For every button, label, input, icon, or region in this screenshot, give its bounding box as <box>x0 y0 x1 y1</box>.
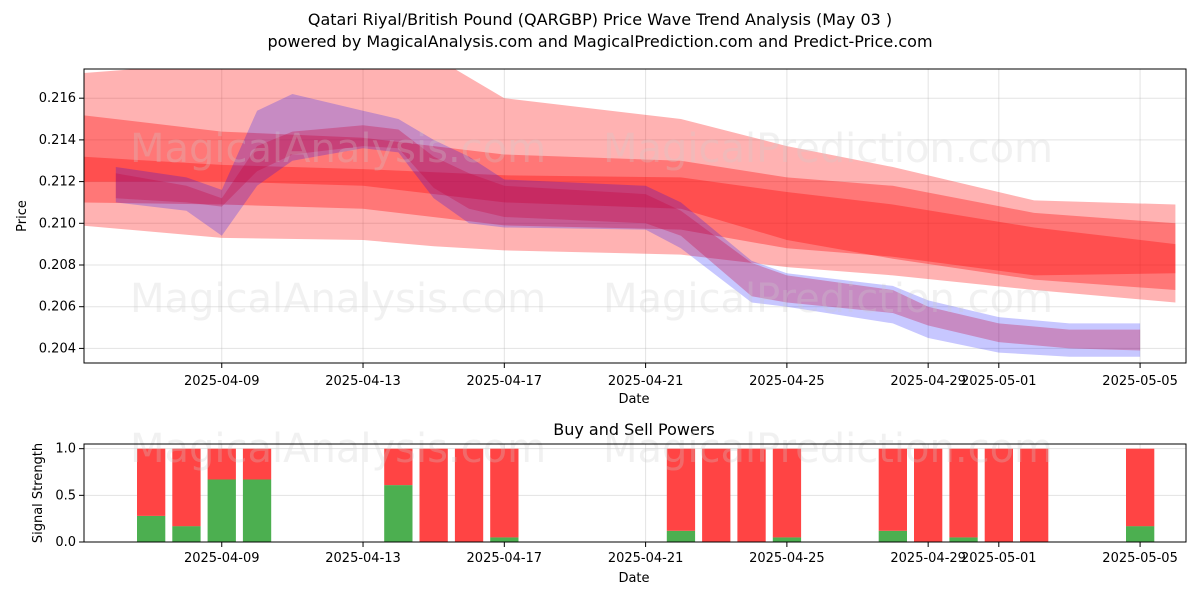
price-x-tick-label: 2025-04-29 <box>890 374 966 389</box>
signal-x-tick-label: 2025-05-01 <box>961 551 1037 566</box>
sell-power-bar <box>737 448 766 542</box>
signal-y-tick-label: 0.5 <box>55 488 76 503</box>
sell-power-bar <box>419 448 448 542</box>
signal-x-tick-label: 2025-04-29 <box>890 551 966 566</box>
signal-axes-frame <box>83 443 1187 543</box>
buy-power-bar <box>490 537 519 542</box>
red-price-band <box>84 69 1176 303</box>
sell-power-bar <box>1020 448 1049 542</box>
signal-x-ticks: 2025-04-09 2025-04-13 2025-04-17 2025-04-21… <box>184 542 1178 566</box>
signal-y-ticks: 0.0 0.5 1.0 <box>55 442 84 550</box>
sell-power-bar <box>454 448 484 542</box>
price-y-axis-label: Price <box>15 200 30 232</box>
sell-power-bar <box>207 448 236 480</box>
blue-wave-band <box>115 94 1141 357</box>
price-y-tick-label: 0.204 <box>39 341 76 356</box>
buy-power-bar <box>878 530 907 542</box>
price-y-tick-label: 0.212 <box>39 175 76 190</box>
price-y-tick-label: 0.208 <box>39 258 76 273</box>
signal-y-axis-label: Signal Strength <box>31 443 46 543</box>
price-x-ticks: 2025-04-09 2025-04-13 2025-04-17 2025-04-21… <box>184 363 1178 389</box>
signal-chart-title: Buy and Sell Powers <box>553 420 715 439</box>
watermark-prediction-top: MagicalPrediction.com <box>603 126 1053 172</box>
price-x-tick-label: 2025-04-17 <box>467 374 543 389</box>
signal-x-axis-label: Date <box>618 571 649 586</box>
buy-power-bar <box>772 537 802 542</box>
price-x-tick-label: 2025-04-21 <box>608 374 684 389</box>
price-x-axis-label: Date <box>618 392 649 407</box>
price-y-tick-label: 0.216 <box>39 91 76 106</box>
signal-x-tick-label: 2025-04-17 <box>467 551 543 566</box>
signal-x-tick-label: 2025-05-05 <box>1102 551 1178 566</box>
chart-title-line2: powered by MagicalAnalysis.com and Magic… <box>267 32 932 51</box>
sell-power-bar <box>137 448 166 516</box>
sell-power-bar <box>384 448 413 486</box>
sell-power-bar <box>666 448 696 531</box>
sell-power-bar <box>984 448 1013 542</box>
red-price-band <box>84 115 1176 290</box>
buy-power-bar <box>666 530 696 542</box>
buy-power-bar <box>137 515 166 542</box>
price-x-tick-label: 2025-05-01 <box>961 374 1037 389</box>
watermark-prediction-mid: MagicalPrediction.com <box>603 276 1053 322</box>
price-x-tick-label: 2025-04-09 <box>184 374 260 389</box>
sell-power-bar <box>772 448 802 538</box>
watermark-analysis-bottom: MagicalAnalysis.com <box>130 426 546 472</box>
signal-bars <box>137 448 1155 542</box>
price-x-tick-label: 2025-04-25 <box>749 374 825 389</box>
sell-power-bar <box>172 448 201 527</box>
signal-y-tick-label: 1.0 <box>55 442 76 457</box>
buy-power-bar <box>172 526 201 542</box>
buy-power-bar <box>384 485 413 542</box>
signal-x-tick-label: 2025-04-21 <box>608 551 684 566</box>
buy-power-bar <box>242 479 272 542</box>
signal-x-tick-label: 2025-04-13 <box>325 551 401 566</box>
signal-x-tick-label: 2025-04-25 <box>749 551 825 566</box>
watermark-analysis-top: MagicalAnalysis.com <box>130 126 546 172</box>
sell-power-bar <box>1126 448 1155 527</box>
red-wave-band <box>115 125 1141 351</box>
price-y-tick-label: 0.206 <box>39 300 76 315</box>
chart-title-line1: Qatari Riyal/British Pound (QARGBP) Pric… <box>308 10 892 29</box>
sell-power-bar <box>490 448 519 538</box>
price-x-tick-label: 2025-05-05 <box>1102 374 1178 389</box>
signal-watermarks: MagicalAnalysis.com MagicalPrediction.co… <box>130 426 1053 472</box>
price-axes-frame <box>83 68 1187 364</box>
price-y-tick-label: 0.214 <box>39 133 76 148</box>
buy-power-bar <box>1126 526 1155 542</box>
price-bands <box>84 69 1176 357</box>
signal-x-tick-label: 2025-04-09 <box>184 551 260 566</box>
price-x-tick-label: 2025-04-13 <box>325 374 401 389</box>
watermark-analysis-mid: MagicalAnalysis.com <box>130 276 546 322</box>
price-y-tick-label: 0.210 <box>39 216 76 231</box>
sell-power-bar <box>702 448 731 542</box>
sell-power-bar <box>914 448 943 542</box>
price-y-ticks: 0.204 0.206 0.208 0.210 0.212 0.214 0.216 <box>39 91 84 356</box>
sell-power-bar <box>878 448 907 531</box>
sell-power-bar <box>242 448 272 480</box>
sell-power-bar <box>949 448 978 538</box>
price-grid <box>84 69 1186 363</box>
buy-power-bar <box>949 537 978 542</box>
watermark-prediction-bottom: MagicalPrediction.com <box>603 426 1053 472</box>
signal-y-tick-label: 0.0 <box>55 535 76 550</box>
price-watermarks: MagicalAnalysis.com MagicalPrediction.co… <box>130 126 1053 322</box>
buy-power-bar <box>207 479 236 542</box>
red-price-band <box>84 156 1176 276</box>
